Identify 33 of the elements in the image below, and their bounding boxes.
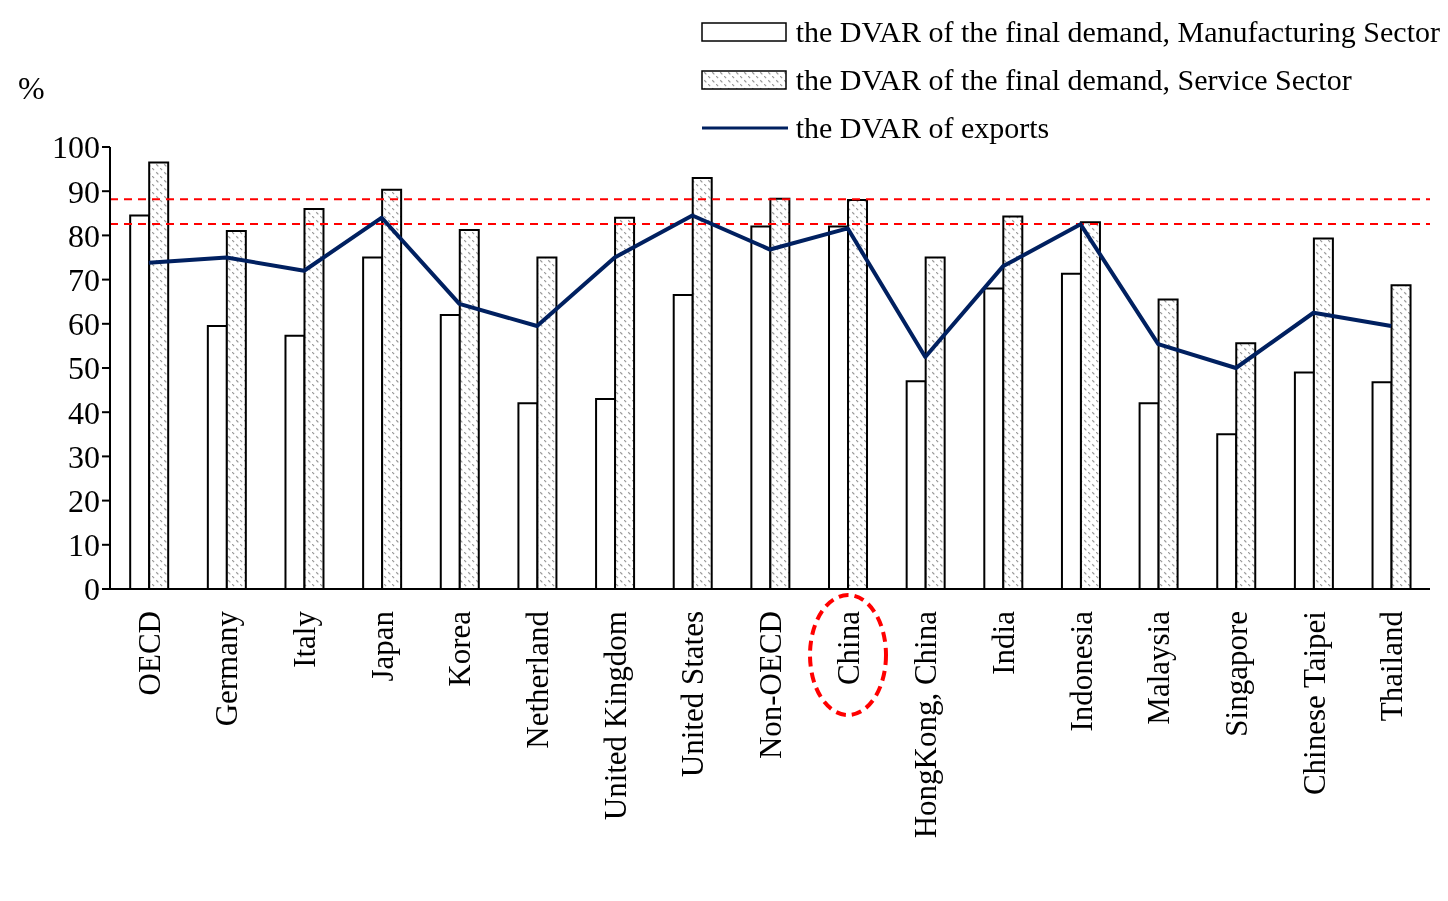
y-tick-label: 0	[84, 571, 100, 608]
line-series	[146, 213, 1394, 370]
x-tick-label: Netherland	[520, 610, 556, 749]
legend-label: the DVAR of the final demand, Service Sector	[795, 62, 1352, 98]
y-tick-label: 40	[68, 394, 100, 431]
y-tick-label: 90	[68, 173, 100, 210]
x-tick-label: Germany	[209, 610, 245, 727]
y-tick-label: 10	[68, 527, 100, 564]
x-tick-label: HongKong, China	[908, 610, 944, 839]
x-tick-label: China	[830, 610, 866, 686]
x-tick-label: Korea	[442, 610, 478, 687]
y-tick-label: 20	[68, 482, 100, 519]
y-tick-label: 80	[68, 217, 100, 254]
x-tick-label: Malaysia	[1141, 610, 1177, 725]
x-tick-label: Chinese Taipei	[1296, 610, 1332, 796]
y-tick-label: 60	[68, 306, 100, 343]
x-tick-label: Japan	[364, 610, 400, 682]
legend-label: the DVAR of the final demand, Manufacturing Sector	[795, 14, 1440, 50]
x-tick-label: Non-OECD	[753, 611, 788, 760]
y-tick-label: 70	[68, 261, 100, 298]
x-tick-label: United Kingdom	[597, 611, 633, 821]
x-tick-label: India	[985, 610, 1021, 675]
x-tick-label: Indonesia	[1063, 610, 1099, 732]
y-tick-label: 100	[52, 129, 100, 166]
y-tick-label: 50	[68, 350, 100, 387]
legend-label: the DVAR of exports	[795, 110, 1050, 146]
x-tick-label: Thailand	[1374, 610, 1410, 722]
x-tick-label: OECD	[131, 611, 167, 696]
x-tick-label: Italy	[287, 610, 323, 668]
y-axis-title: %	[18, 70, 45, 107]
x-tick-label: Singapore	[1218, 611, 1254, 737]
x-tick-label: United States	[675, 611, 711, 778]
y-tick-label: 30	[68, 438, 100, 475]
